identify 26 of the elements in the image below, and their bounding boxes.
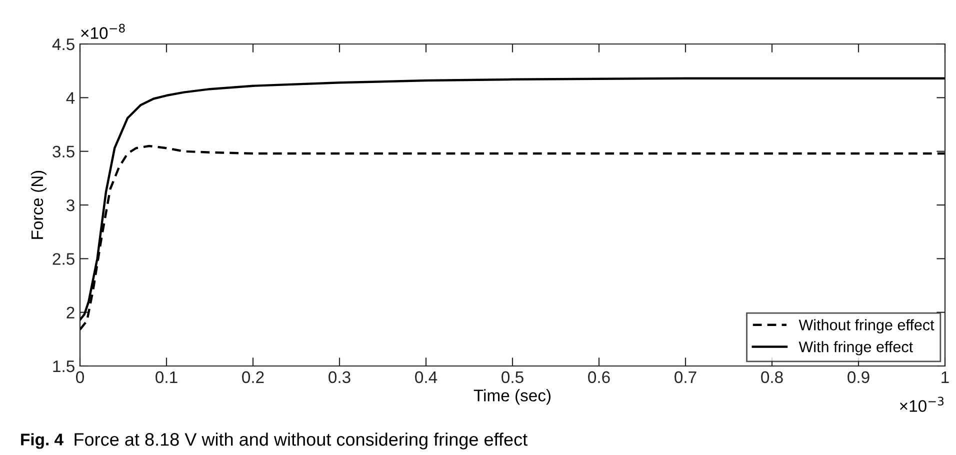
y-tick-label: 2 [66, 306, 74, 318]
y-tick-label: 3.5 [52, 146, 74, 158]
x-tick-label: 0.1 [156, 371, 178, 384]
x-tick-label: 0.3 [328, 371, 350, 384]
legend-label: Without fringe effect [798, 319, 934, 334]
text: ×10$^{−3}$ [900, 396, 944, 412]
x-axis-title: Time (sec) [474, 389, 551, 405]
y-tick-label: 3 [66, 199, 74, 212]
y-tick-label: 2.5 [52, 253, 74, 265]
x-tick-label: 0.8 [761, 371, 783, 384]
x-tick-label: 0.6 [588, 371, 610, 384]
text: ×10$^{−8}$ [81, 24, 125, 39]
y-tick-label: 4 [66, 92, 75, 104]
x-tick-label: 0.2 [242, 371, 264, 384]
y-tick-label: 4.5 [52, 38, 74, 50]
x-tick-label: 1 [942, 371, 949, 383]
y-tick-label: 1.5 [53, 360, 74, 372]
text: Force at 8.18 V with and without considering fringe effect [74, 432, 528, 450]
legend-label: With fringe effect [798, 341, 913, 356]
x-tick-label: 0.5 [502, 371, 524, 384]
x-tick-label: 0 [76, 371, 84, 384]
x-tick-label: 0.7 [674, 371, 696, 384]
x-tick-label: 0.4 [415, 371, 438, 384]
y-axis-title: Force (N) [30, 170, 46, 239]
caption: Fig. 4 [21, 433, 64, 449]
x-tick-label: 0.9 [848, 371, 870, 384]
